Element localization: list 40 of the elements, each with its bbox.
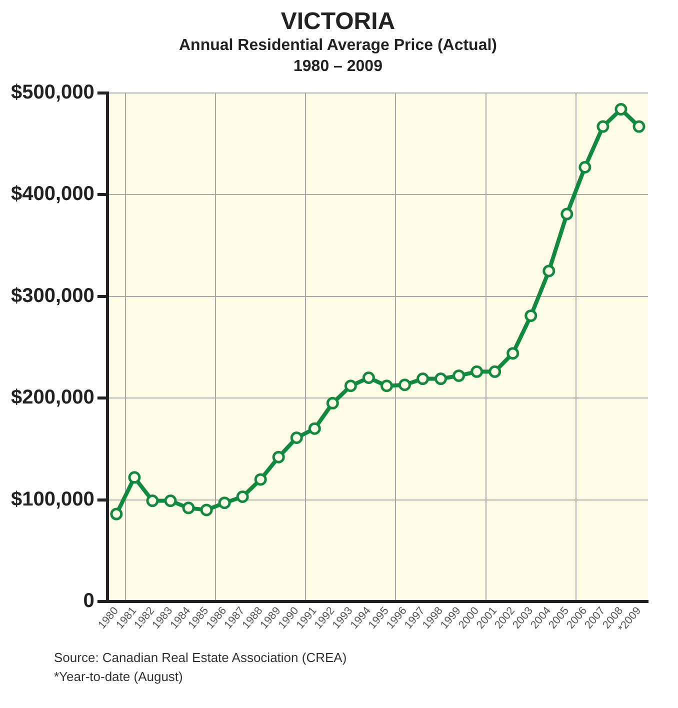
- point: [542, 264, 556, 277]
- y-tick-label: $200,000: [10, 386, 94, 408]
- y-tick-label: $100,000: [10, 488, 94, 510]
- source-note: Source: Canadian Real Estate Association (CREA): [54, 648, 348, 667]
- point: [326, 396, 339, 410]
- point: [308, 422, 321, 434]
- point: [398, 378, 411, 391]
- point: [272, 450, 285, 463]
- point: [380, 379, 393, 392]
- y-tick-label: 0: [83, 590, 94, 612]
- point: [146, 494, 159, 507]
- point: [290, 431, 303, 444]
- point: [344, 379, 357, 392]
- point: [416, 372, 430, 385]
- y-tick-label: $300,000: [10, 284, 94, 307]
- point: [236, 490, 249, 503]
- point: [470, 364, 484, 378]
- point: [506, 346, 520, 360]
- point: [596, 120, 610, 132]
- chart-title: VICTORIA: [280, 8, 396, 36]
- point: [128, 470, 141, 484]
- point: [632, 120, 646, 132]
- point: [200, 503, 213, 516]
- point: [578, 160, 592, 174]
- point: [164, 494, 177, 507]
- point: [434, 372, 448, 385]
- point: [452, 369, 466, 382]
- point: [182, 501, 195, 514]
- point: [488, 364, 502, 378]
- y-tick-label: $500,000: [10, 81, 94, 104]
- point: [110, 507, 123, 520]
- text: *Year-to-date (August): [54, 668, 184, 686]
- chart-subtitle: Annual Residential Average Price (Actual) 1980 – 2009: [178, 36, 498, 77]
- y-tick-label: $400,000: [10, 182, 94, 205]
- point: [218, 496, 231, 509]
- point: [524, 309, 538, 322]
- point: [254, 472, 267, 486]
- point: [614, 102, 628, 116]
- point: [362, 371, 375, 384]
- point: [560, 207, 574, 220]
